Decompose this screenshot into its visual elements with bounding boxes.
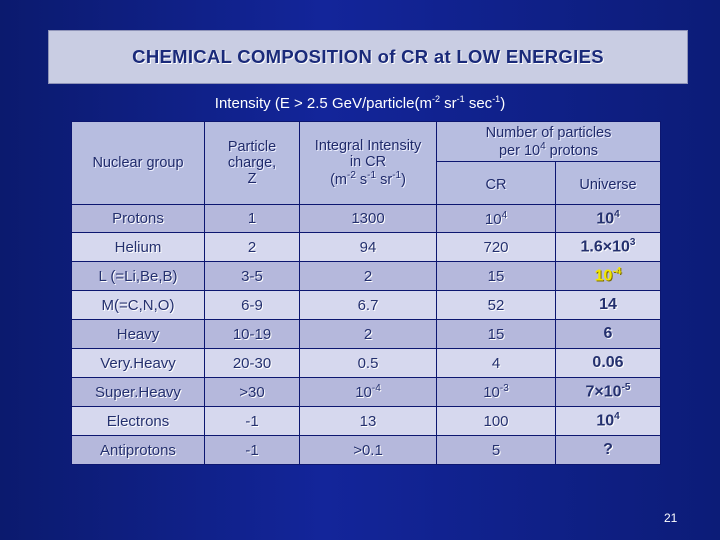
cell-group: Heavy bbox=[71, 319, 205, 349]
cell-universe: 0.06 bbox=[555, 348, 661, 378]
cell-universe: 104 bbox=[555, 406, 661, 436]
cell-group: Helium bbox=[71, 232, 205, 262]
header-charge: Particle charge, Z bbox=[204, 121, 300, 205]
header-row-sub: CR Universe bbox=[72, 161, 661, 205]
cell-cr: 4 bbox=[436, 348, 556, 378]
cell-charge: -1 bbox=[204, 435, 300, 465]
cell-cr: 15 bbox=[436, 319, 556, 349]
subtitle-suffix: ) bbox=[500, 95, 506, 112]
header-cr: CR bbox=[436, 161, 556, 205]
cell-intensity: 94 bbox=[299, 232, 437, 262]
cell-universe: ? bbox=[555, 435, 661, 465]
table-row: Super.Heavy >30 10-4 10-3 7×10-5 bbox=[71, 377, 661, 407]
cell-intensity: 1300 bbox=[299, 204, 437, 233]
table-row: Protons 1 1300 104 104 bbox=[71, 204, 661, 233]
table-row: Heavy 10-19 2 15 6 bbox=[71, 319, 661, 349]
cell-group: Electrons bbox=[71, 406, 205, 436]
subtitle-mid1: sr bbox=[439, 95, 457, 112]
header-number-line2: per 104 protons bbox=[498, 140, 599, 159]
page-number: 21 bbox=[664, 511, 678, 525]
cell-group: Antiprotons bbox=[71, 435, 205, 465]
cell-cr: 52 bbox=[436, 290, 556, 320]
cell-charge: 6-9 bbox=[204, 290, 300, 320]
subtitle-mid2: sec bbox=[464, 95, 493, 112]
table-row: L (=Li,Be,B) 3-5 2 15 10-4 bbox=[71, 261, 661, 291]
header-row-top: Nuclear group Particle charge, Z Integra… bbox=[71, 121, 661, 205]
cell-universe: 14 bbox=[555, 290, 661, 320]
cell-group: Very.Heavy bbox=[71, 348, 205, 378]
subtitle: Intensity (E > 2.5 GeV/particle(m-2 sr-1… bbox=[0, 94, 720, 112]
cell-cr: 104 bbox=[436, 204, 556, 233]
cell-intensity: 2 bbox=[299, 261, 437, 291]
cell-cr: 15 bbox=[436, 261, 556, 291]
cell-charge: 20-30 bbox=[204, 348, 300, 378]
header-charge-line2: charge, bbox=[227, 155, 277, 171]
cell-cr: 100 bbox=[436, 406, 556, 436]
header-group: Nuclear group bbox=[71, 121, 205, 205]
cell-cr: 10-3 bbox=[436, 377, 556, 407]
header-number: Number of particles per 104 protons bbox=[436, 121, 661, 162]
header-intensity: Integral Intensity in CR (m-2 s-1 sr-1) bbox=[299, 121, 437, 205]
cell-charge: 2 bbox=[204, 232, 300, 262]
cell-charge: >30 bbox=[204, 377, 300, 407]
cell-intensity: 13 bbox=[299, 406, 437, 436]
subtitle-exp1: -2 bbox=[431, 94, 440, 104]
cell-charge: 1 bbox=[204, 204, 300, 233]
cell-group: M(=C,N,O) bbox=[71, 290, 205, 320]
cell-cr: 5 bbox=[436, 435, 556, 465]
cell-universe: 10-4 bbox=[555, 261, 661, 291]
header-intensity-unit: (m-2 s-1 sr-1) bbox=[330, 170, 406, 188]
cell-intensity: 0.5 bbox=[299, 348, 437, 378]
cell-intensity: >0.1 bbox=[299, 435, 437, 465]
subtitle-exp2: -1 bbox=[456, 94, 465, 104]
cell-universe: 1.6×103 bbox=[555, 232, 661, 262]
subtitle-prefix: Intensity (E > 2.5 GeV/particle(m bbox=[214, 95, 432, 112]
slide-title: CHEMICAL COMPOSITION of CR at LOW ENERGI… bbox=[132, 46, 604, 67]
cell-charge: 3-5 bbox=[204, 261, 300, 291]
cell-universe: 6 bbox=[555, 319, 661, 349]
table-row: Antiprotons -1 >0.1 5 ? bbox=[71, 435, 661, 465]
table-row: Electrons -1 13 100 104 bbox=[71, 406, 661, 436]
cell-group: L (=Li,Be,B) bbox=[71, 261, 205, 291]
cell-intensity: 6.7 bbox=[299, 290, 437, 320]
composition-table: Nuclear group Particle charge, Z Integra… bbox=[71, 121, 661, 465]
cell-charge: 10-19 bbox=[204, 319, 300, 349]
header-number-line1: Number of particles bbox=[485, 124, 612, 141]
title-box: CHEMICAL COMPOSITION of CR at LOW ENERGI… bbox=[48, 30, 688, 84]
table-row: Helium 2 94 720 1.6×103 bbox=[71, 232, 661, 262]
table-row: M(=C,N,O) 6-9 6.7 52 14 bbox=[71, 290, 661, 320]
cell-universe: 104 bbox=[555, 204, 661, 233]
header-charge-line1: Particle bbox=[227, 139, 277, 155]
table-row: Very.Heavy 20-30 0.5 4 0.06 bbox=[71, 348, 661, 378]
cell-charge: -1 bbox=[204, 406, 300, 436]
cell-intensity: 2 bbox=[299, 319, 437, 349]
cell-cr: 720 bbox=[436, 232, 556, 262]
subtitle-exp3: -1 bbox=[492, 94, 501, 104]
cell-universe: 7×10-5 bbox=[555, 377, 661, 407]
header-universe: Universe bbox=[555, 161, 661, 205]
cell-intensity: 10-4 bbox=[299, 377, 437, 407]
header-intensity-line2: in CR bbox=[349, 154, 387, 171]
header-charge-line3: Z bbox=[247, 171, 257, 187]
header-intensity-line1: Integral Intensity bbox=[314, 138, 422, 155]
cell-group: Protons bbox=[71, 204, 205, 233]
cell-group: Super.Heavy bbox=[71, 377, 205, 407]
